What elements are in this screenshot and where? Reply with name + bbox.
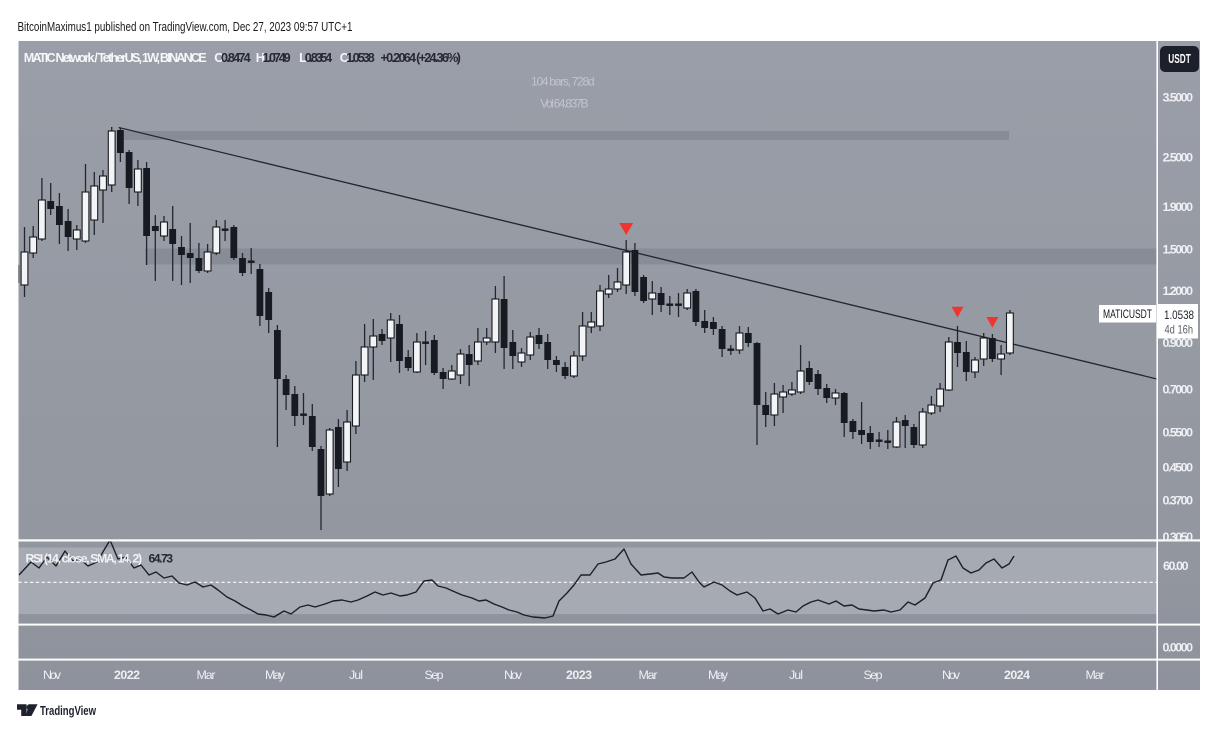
svg-text:0.5500: 0.5500 (1163, 425, 1194, 439)
svg-text:0.8474: 0.8474 (221, 51, 251, 65)
svg-text:64.73: 64.73 (149, 551, 174, 565)
svg-text:1.2000: 1.2000 (1163, 284, 1194, 298)
svg-text:H: H (256, 51, 265, 65)
svg-text:0.3700: 0.3700 (1163, 493, 1194, 507)
svg-text:2024: 2024 (1004, 668, 1030, 682)
svg-text:0.8354: 0.8354 (305, 51, 332, 65)
svg-text:1.9000: 1.9000 (1163, 200, 1194, 214)
svg-text:Mar: Mar (197, 668, 216, 682)
svg-text:USDT: USDT (1168, 51, 1191, 66)
svg-text:1.0538: 1.0538 (1164, 308, 1194, 322)
svg-text:0.7000: 0.7000 (1163, 382, 1194, 396)
svg-text:0.3050: 0.3050 (1163, 530, 1194, 544)
svg-text:2023: 2023 (566, 668, 592, 682)
svg-text:+0.2064 (+24.36%): +0.2064 (+24.36%) (381, 51, 461, 65)
svg-text:Jul: Jul (349, 668, 363, 682)
svg-text:TradingView: TradingView (40, 704, 96, 718)
svg-text:O: O (214, 51, 224, 65)
svg-text:RSI (14, close, SMA, 14, 2): RSI (14, close, SMA, 14, 2) (26, 551, 143, 565)
svg-text:1.0538: 1.0538 (346, 51, 375, 65)
svg-text:Mar: Mar (1086, 668, 1105, 682)
svg-text:1.5000: 1.5000 (1163, 243, 1194, 257)
svg-text:4d 16h: 4d 16h (1165, 323, 1194, 336)
svg-text:0.0000: 0.0000 (1163, 640, 1194, 654)
svg-text:104 bars, 728d: 104 bars, 728d (531, 74, 595, 88)
svg-text:May: May (708, 668, 729, 682)
svg-text:L: L (299, 51, 307, 65)
svg-text:2022: 2022 (114, 668, 140, 682)
svg-text:1.0749: 1.0749 (263, 51, 291, 65)
svg-text:May: May (265, 668, 286, 682)
svg-text:3.5000: 3.5000 (1163, 90, 1194, 104)
svg-text:2.5000: 2.5000 (1163, 151, 1194, 165)
svg-text:Sep: Sep (864, 668, 883, 682)
svg-text:Nov: Nov (43, 668, 62, 682)
svg-text:Mar: Mar (639, 668, 658, 682)
svg-text:BitcoinMaximus1 published on T: BitcoinMaximus1 published on TradingView… (18, 19, 353, 34)
svg-text:Sep: Sep (425, 668, 444, 682)
svg-text:0.9000: 0.9000 (1163, 336, 1194, 350)
svg-text:Nov: Nov (504, 668, 523, 682)
svg-text:MATICUSDT: MATICUSDT (1103, 308, 1152, 321)
svg-text:0.4500: 0.4500 (1163, 460, 1194, 474)
svg-text:Vol 64.837B: Vol 64.837B (540, 97, 588, 111)
svg-text:Nov: Nov (942, 668, 961, 682)
svg-text:C: C (340, 51, 349, 65)
svg-text:MATIC Network / TetherUS, 1W,: MATIC Network / TetherUS, 1W, BINANCE (24, 51, 207, 65)
svg-text:Jul: Jul (789, 668, 803, 682)
svg-text:60.00: 60.00 (1163, 559, 1189, 573)
